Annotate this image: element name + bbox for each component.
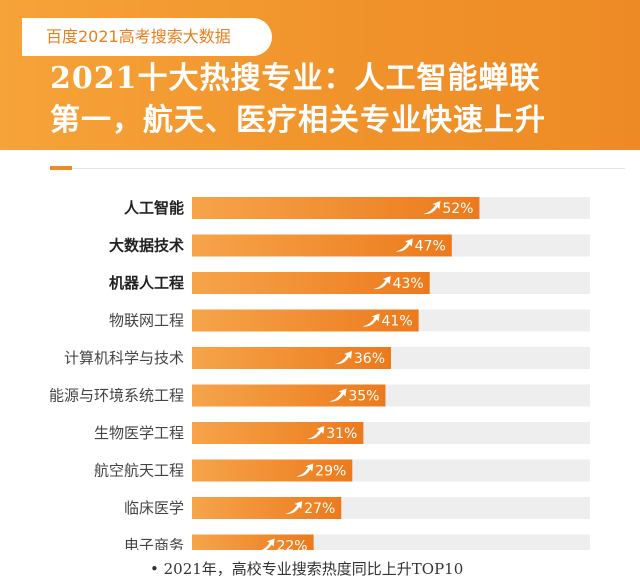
title-line-1: 2021十大热搜专业：人工智能蝉联	[50, 61, 541, 96]
value-label: 36%	[354, 351, 385, 367]
category-label: 人工智能	[124, 199, 184, 217]
category-label: 生物医学工程	[94, 424, 184, 442]
trend-up-icon	[261, 538, 275, 550]
trend-up-icon	[329, 388, 347, 402]
bar	[192, 347, 391, 369]
chart-footnote: • 2021年，高校专业搜索热度同比上升TOP10	[150, 560, 464, 578]
trend-up-icon	[296, 463, 314, 477]
bar	[192, 497, 342, 519]
trend-up-icon	[285, 501, 303, 515]
category-label: 航空航天工程	[94, 462, 184, 480]
value-label: 31%	[326, 426, 357, 442]
bar	[192, 272, 430, 294]
category-label: 电子商务	[124, 537, 184, 551]
category-label: 能源与环境系统工程	[49, 387, 184, 405]
trend-up-icon	[335, 351, 352, 365]
value-label: 41%	[382, 314, 413, 330]
trend-up-icon	[423, 201, 441, 215]
trend-up-icon	[373, 276, 391, 290]
divider-line	[50, 168, 625, 169]
category-label: 临床医学	[124, 499, 184, 517]
bar	[192, 234, 452, 257]
category-label: 计算机科学与技术	[64, 349, 184, 367]
value-label: 47%	[415, 239, 446, 255]
value-label: 27%	[304, 501, 335, 517]
bar	[192, 309, 419, 332]
trend-up-icon	[395, 238, 413, 252]
bar	[192, 197, 480, 219]
value-label: 22%	[276, 539, 307, 551]
value-label: 35%	[348, 389, 379, 405]
category-label: 物联网工程	[109, 312, 184, 330]
trend-up-icon	[307, 426, 325, 440]
bar	[192, 534, 314, 550]
header-banner: 百度2021高考搜索大数据 2021十大热搜专业：人工智能蝉联 第一，航天、医疗…	[0, 0, 640, 150]
category-label: 机器人工程	[109, 274, 184, 292]
value-label: 43%	[393, 276, 424, 292]
bar-chart: 人工智能 52% 大数据技术 47% 机器人工程 43% 物联网工程 41% 计算机科学与技术 3…	[49, 197, 590, 551]
divider-accent	[50, 166, 72, 170]
value-label: 52%	[442, 201, 473, 217]
value-label: 29%	[315, 464, 346, 480]
source-badge: 百度2021高考搜索大数据	[22, 18, 272, 56]
trend-up-icon	[362, 313, 380, 327]
title-line-2: 第一，航天、医疗相关专业快速上升	[50, 103, 546, 138]
bar	[192, 384, 386, 407]
category-label: 大数据技术	[109, 237, 184, 255]
page-title: 2021十大热搜专业：人工智能蝉联 第一，航天、医疗相关专业快速上升	[50, 58, 625, 142]
